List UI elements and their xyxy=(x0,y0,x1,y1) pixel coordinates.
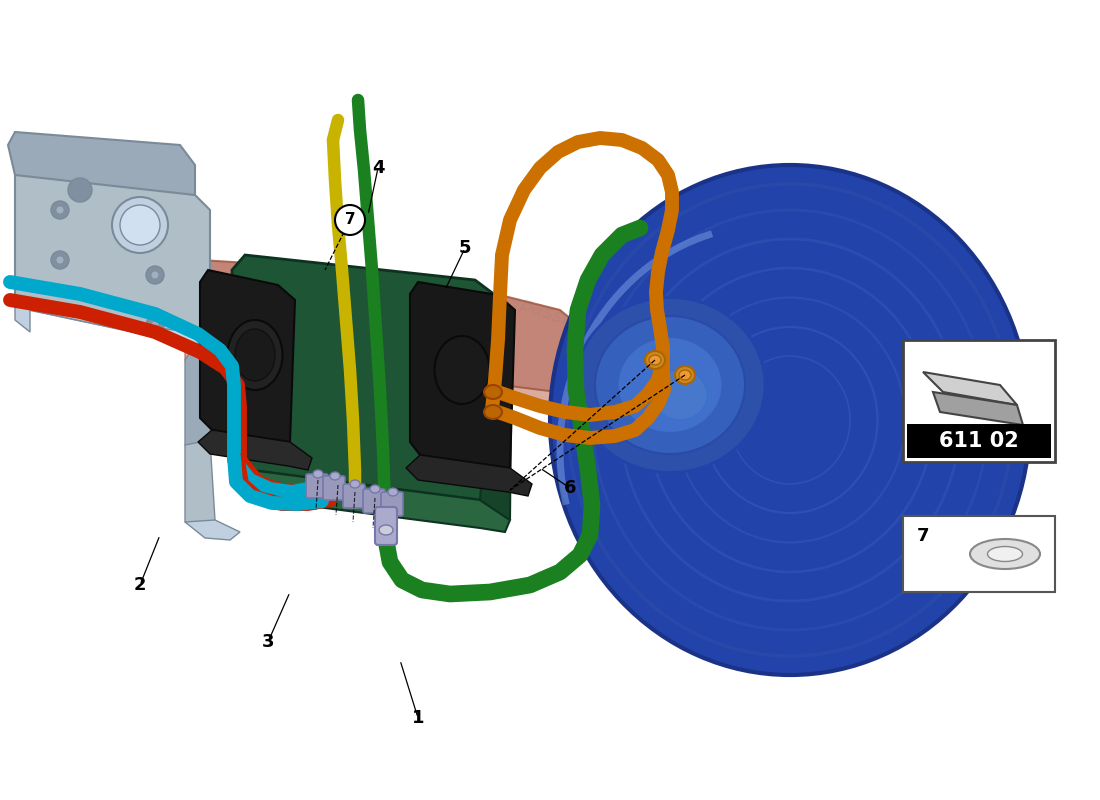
Circle shape xyxy=(376,276,404,304)
Polygon shape xyxy=(232,255,495,500)
Ellipse shape xyxy=(675,366,695,384)
Polygon shape xyxy=(200,270,295,442)
Circle shape xyxy=(112,197,168,253)
Circle shape xyxy=(51,201,69,219)
Ellipse shape xyxy=(379,525,393,535)
FancyBboxPatch shape xyxy=(903,516,1055,592)
Ellipse shape xyxy=(388,488,398,496)
FancyBboxPatch shape xyxy=(343,484,365,508)
Polygon shape xyxy=(15,160,210,345)
Circle shape xyxy=(56,256,64,264)
FancyBboxPatch shape xyxy=(381,492,403,516)
Circle shape xyxy=(68,178,92,202)
Text: 3: 3 xyxy=(262,633,274,651)
Text: passion for parts since 1985: passion for parts since 1985 xyxy=(517,294,783,406)
Ellipse shape xyxy=(484,405,502,419)
Polygon shape xyxy=(480,295,512,520)
Ellipse shape xyxy=(370,485,379,493)
FancyBboxPatch shape xyxy=(306,474,328,498)
Polygon shape xyxy=(8,132,195,195)
Text: 4: 4 xyxy=(372,159,384,177)
Circle shape xyxy=(466,296,494,324)
Ellipse shape xyxy=(484,385,502,399)
Polygon shape xyxy=(406,455,532,496)
Text: 1: 1 xyxy=(411,709,425,727)
Circle shape xyxy=(336,205,365,235)
FancyBboxPatch shape xyxy=(903,340,1055,462)
FancyBboxPatch shape xyxy=(363,489,385,513)
Ellipse shape xyxy=(228,320,283,390)
Text: since 1985: since 1985 xyxy=(712,417,928,523)
Ellipse shape xyxy=(314,470,323,478)
Polygon shape xyxy=(185,260,600,395)
Ellipse shape xyxy=(434,336,490,404)
Text: 6: 6 xyxy=(563,479,576,497)
Text: passion for parts: passion for parts xyxy=(597,373,803,467)
Polygon shape xyxy=(30,310,240,360)
Text: 611 02: 611 02 xyxy=(939,431,1019,451)
Ellipse shape xyxy=(649,355,661,365)
Text: 7: 7 xyxy=(917,527,930,545)
Polygon shape xyxy=(232,470,510,532)
Ellipse shape xyxy=(575,298,764,473)
Text: 7: 7 xyxy=(344,213,355,227)
FancyBboxPatch shape xyxy=(323,476,345,500)
Circle shape xyxy=(477,307,483,313)
Polygon shape xyxy=(923,372,1018,405)
Circle shape xyxy=(56,206,64,214)
Circle shape xyxy=(387,287,393,293)
Circle shape xyxy=(382,282,398,298)
Text: 2: 2 xyxy=(134,576,146,594)
Polygon shape xyxy=(185,520,240,540)
Polygon shape xyxy=(410,282,515,468)
Ellipse shape xyxy=(235,329,275,381)
Polygon shape xyxy=(933,392,1023,425)
Ellipse shape xyxy=(988,546,1023,562)
Circle shape xyxy=(120,205,160,245)
Ellipse shape xyxy=(645,351,665,369)
Ellipse shape xyxy=(595,316,745,454)
Polygon shape xyxy=(185,440,214,528)
Polygon shape xyxy=(185,335,210,450)
Ellipse shape xyxy=(652,370,707,420)
Ellipse shape xyxy=(330,472,340,480)
Circle shape xyxy=(151,271,160,279)
Circle shape xyxy=(146,316,164,334)
Circle shape xyxy=(51,251,69,269)
Ellipse shape xyxy=(350,480,360,488)
Ellipse shape xyxy=(550,165,1030,675)
Ellipse shape xyxy=(679,370,691,380)
Polygon shape xyxy=(185,345,600,412)
Polygon shape xyxy=(198,430,312,470)
FancyBboxPatch shape xyxy=(375,507,397,545)
Circle shape xyxy=(151,321,160,329)
Ellipse shape xyxy=(970,539,1040,569)
Circle shape xyxy=(472,302,488,318)
Bar xyxy=(908,424,1050,458)
Text: 5: 5 xyxy=(459,239,471,257)
Ellipse shape xyxy=(617,337,723,433)
Text: res: res xyxy=(711,282,1030,458)
Polygon shape xyxy=(15,295,30,332)
Circle shape xyxy=(146,266,164,284)
